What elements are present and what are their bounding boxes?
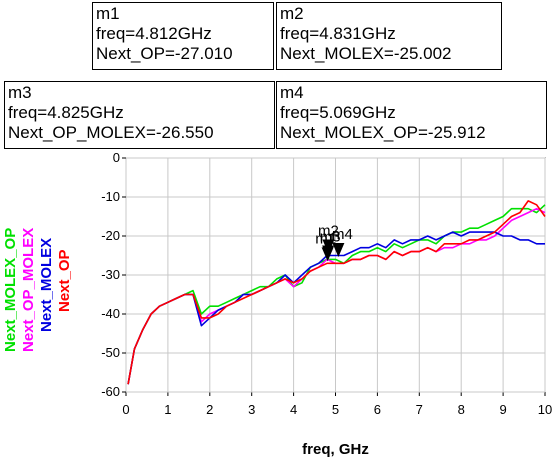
x-axis-label: freq, GHz [302,441,369,458]
x-tick-label: 5 [332,402,339,417]
y-tick-label: -50 [101,345,120,360]
marker-box-m4: m4 freq=5.069GHz Next_MOLEX_OP=-25.912 [276,81,547,149]
x-tick-label: 2 [206,402,213,417]
x-tick-label: 0 [122,402,129,417]
marker-label-m3: m3 [320,229,341,246]
marker-box-m2: m2 freq=4.831GHz Next_MOLEX=-25.002 [276,2,502,70]
x-tick-label: 3 [248,402,255,417]
marker-m2-freq: freq=4.831GHz [280,24,396,43]
legend-rotated: Next_MOLEX_OP Next_OP_MOLEX Next_MOLEX N… [0,200,120,352]
legend-label-next-molex-op: Next_MOLEX_OP [2,227,19,352]
marker-m4-label: m4 [280,83,304,102]
x-tick-label: 9 [499,402,506,417]
x-tick-label: 6 [374,402,381,417]
x-tick-label: 4 [290,402,297,417]
marker-m3-label: m3 [8,83,32,102]
marker-arrow-m4 [332,243,345,258]
series-line-next-molex [127,231,545,385]
marker-m3-freq: freq=4.825GHz [8,103,124,122]
y-tick-label: -20 [101,228,120,243]
series-line-next-molex-op [127,204,546,385]
marker-m2-value: Next_MOLEX=-25.002 [280,44,452,63]
marker-m2-label: m2 [280,4,304,23]
marker-m1-freq: freq=4.812GHz [96,24,212,43]
y-tick-label: 0 [113,150,120,165]
legend-label-next-op: Next_OP [56,249,73,312]
x-tick-label: 8 [458,402,465,417]
legend-label-next-op-molex: Next_OP_MOLEX [20,227,37,352]
legend-label-next-molex: Next_MOLEX [38,237,55,332]
y-tick-label: -10 [101,189,120,204]
y-tick-label: -60 [101,384,120,399]
marker-m3-value: Next_OP_MOLEX=-26.550 [8,123,214,142]
y-tick-label: -30 [101,267,120,282]
marker-arrow-m3 [322,245,335,260]
marker-m4-value: Next_MOLEX_OP=-25.912 [280,123,486,142]
marker-m1-label: m1 [96,4,120,23]
x-tick-label: 1 [164,402,171,417]
series-line-next-op [127,200,546,385]
marker-m1-value: Next_OP=-27.010 [96,44,233,63]
marker-label-m2: m2 [318,223,339,240]
marker-m4-freq: freq=5.069GHz [280,103,396,122]
marker-box-m1: m1 freq=4.812GHz Next_OP=-27.010 [92,2,274,70]
marker-label-m4: m4 [332,226,353,243]
x-tick-label: 7 [416,402,423,417]
marker-box-m3: m3 freq=4.825GHz Next_OP_MOLEX=-26.550 [4,81,275,149]
x-tick-label: 10 [538,402,552,417]
y-tick-label: -40 [101,306,120,321]
